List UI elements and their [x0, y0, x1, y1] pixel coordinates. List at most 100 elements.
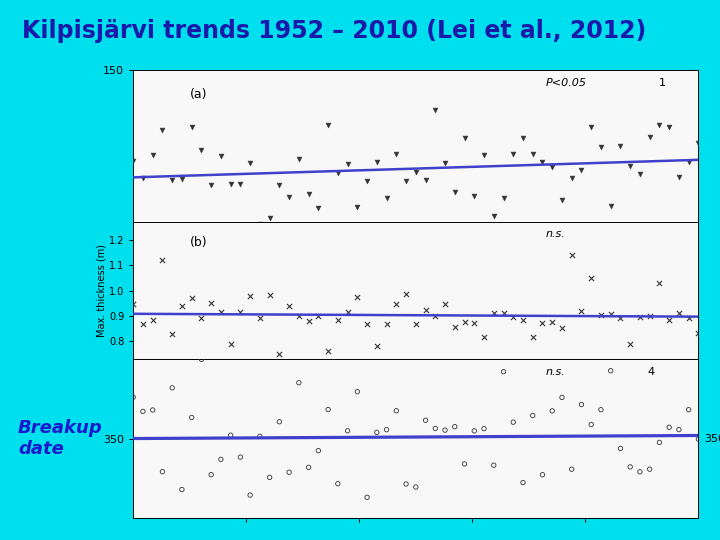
Point [478, 151, 490, 159]
Point [312, 312, 324, 320]
Point [342, 427, 354, 435]
Point [595, 143, 607, 151]
Point [566, 251, 577, 259]
Point [157, 467, 168, 476]
Point [654, 279, 665, 287]
Point [439, 159, 451, 167]
Point [323, 405, 334, 414]
Point [138, 174, 149, 183]
Point [498, 367, 509, 376]
Point [264, 214, 275, 223]
Point [390, 300, 402, 309]
Point [410, 483, 422, 491]
Point [566, 465, 577, 474]
Point [284, 468, 295, 477]
Point [527, 150, 539, 159]
Point [254, 313, 266, 322]
Point [615, 444, 626, 453]
Point [381, 193, 392, 202]
Point [469, 427, 480, 435]
Point [196, 146, 207, 154]
Point [663, 423, 675, 431]
Point [166, 383, 178, 392]
Point [215, 308, 227, 316]
Point [634, 313, 646, 322]
Point [186, 123, 197, 132]
Point [157, 256, 168, 265]
Point [430, 106, 441, 114]
Point [323, 347, 334, 356]
Point [254, 220, 266, 228]
Point [351, 292, 363, 301]
Point [557, 393, 568, 402]
Point [138, 407, 149, 416]
Point [420, 176, 431, 185]
Point [576, 307, 588, 316]
Point [166, 176, 178, 184]
Point [390, 407, 402, 415]
Point [478, 333, 490, 342]
Point [605, 367, 616, 375]
Point [361, 493, 373, 502]
Point [312, 447, 324, 455]
Point [683, 406, 694, 414]
Point [615, 314, 626, 322]
Text: n.s.: n.s. [546, 229, 565, 239]
Point [138, 320, 149, 328]
Point [566, 174, 577, 183]
Point [205, 181, 217, 190]
Point [342, 160, 354, 168]
Point [585, 123, 597, 131]
Point [225, 431, 236, 440]
Point [284, 193, 295, 202]
Point [264, 473, 275, 482]
Point [410, 320, 422, 329]
Point [215, 151, 227, 160]
Point [215, 455, 227, 464]
Point [420, 416, 431, 424]
Point [332, 480, 343, 488]
Text: (b): (b) [190, 236, 207, 249]
Text: (a): (a) [190, 89, 207, 102]
Point [557, 324, 568, 333]
Point [244, 292, 256, 300]
Point [546, 318, 558, 326]
Point [371, 158, 382, 166]
Point [196, 314, 207, 322]
Point [284, 301, 295, 310]
Text: Kilpisjärvi trends 1952 – 2010 (Lei et al., 2012): Kilpisjärvi trends 1952 – 2010 (Lei et a… [22, 19, 646, 43]
Point [371, 342, 382, 350]
Point [644, 465, 655, 474]
Point [517, 134, 528, 143]
Point [634, 170, 646, 179]
Point [381, 426, 392, 434]
Point [459, 318, 470, 326]
Point [527, 333, 539, 341]
Point [449, 322, 461, 331]
Point [508, 313, 519, 321]
Point [595, 406, 607, 414]
Point [235, 453, 246, 461]
Point [546, 163, 558, 171]
Point [176, 301, 188, 310]
Point [361, 177, 373, 185]
Point [546, 407, 558, 415]
Point [624, 340, 636, 348]
Point [166, 329, 178, 338]
Point [488, 309, 500, 318]
Point [527, 411, 539, 420]
Point [585, 274, 597, 282]
Point [351, 387, 363, 396]
Point [576, 400, 588, 409]
Point [235, 179, 246, 188]
Point [488, 461, 500, 469]
Text: 4: 4 [647, 367, 654, 377]
Point [274, 417, 285, 426]
Point [536, 319, 548, 327]
Point [634, 468, 646, 476]
Point [449, 422, 461, 431]
Point [673, 308, 685, 317]
Point [693, 329, 704, 338]
Point [508, 150, 519, 159]
Point [517, 316, 528, 325]
